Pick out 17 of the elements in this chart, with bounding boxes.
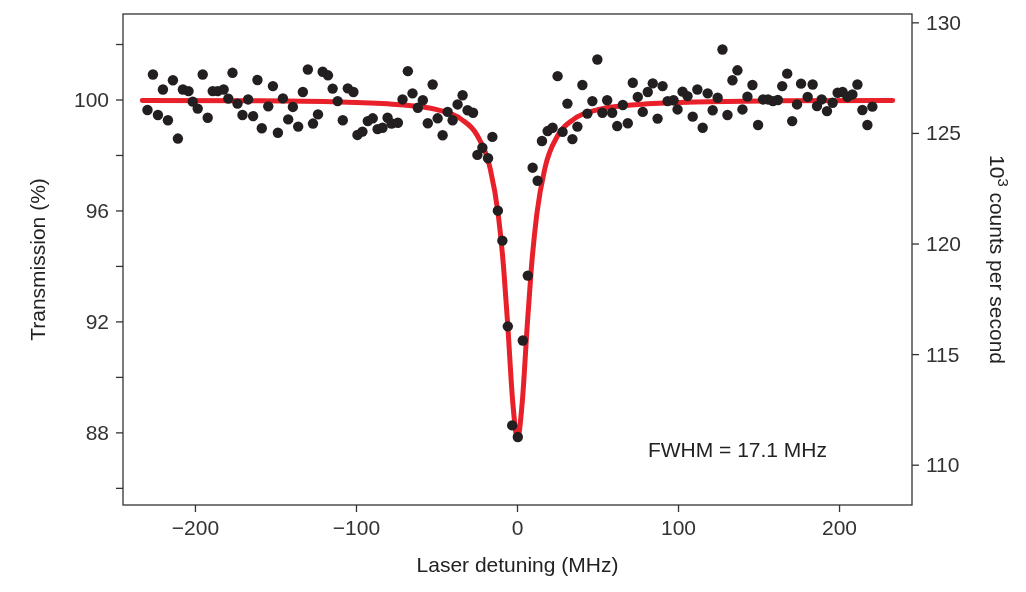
y2-tick-label: 125	[926, 121, 962, 145]
y-tick-label: 92	[85, 309, 109, 333]
y-tick-label: 96	[85, 198, 109, 222]
x-tick-label: −100	[332, 516, 381, 539]
annotation: FWHM = 17.1 MHz	[647, 438, 827, 461]
y2-tick-label: 130	[926, 10, 962, 34]
x-tick-label: 0	[511, 516, 524, 539]
x-axis-title: Laser detuning (MHz)	[416, 553, 619, 576]
y-tick-label: 88	[85, 420, 109, 444]
y2-tick-label: 115	[926, 342, 960, 366]
y2-tick-label: 110	[926, 453, 960, 477]
y2-tick-label: 120	[926, 232, 962, 256]
x-tick-label: 100	[661, 516, 697, 539]
x-tick-label: −200	[171, 516, 220, 539]
y-tick-label: 100	[73, 87, 109, 111]
y-axis-title: Transmission (%)	[26, 178, 49, 341]
x-tick-label: 200	[822, 516, 858, 539]
